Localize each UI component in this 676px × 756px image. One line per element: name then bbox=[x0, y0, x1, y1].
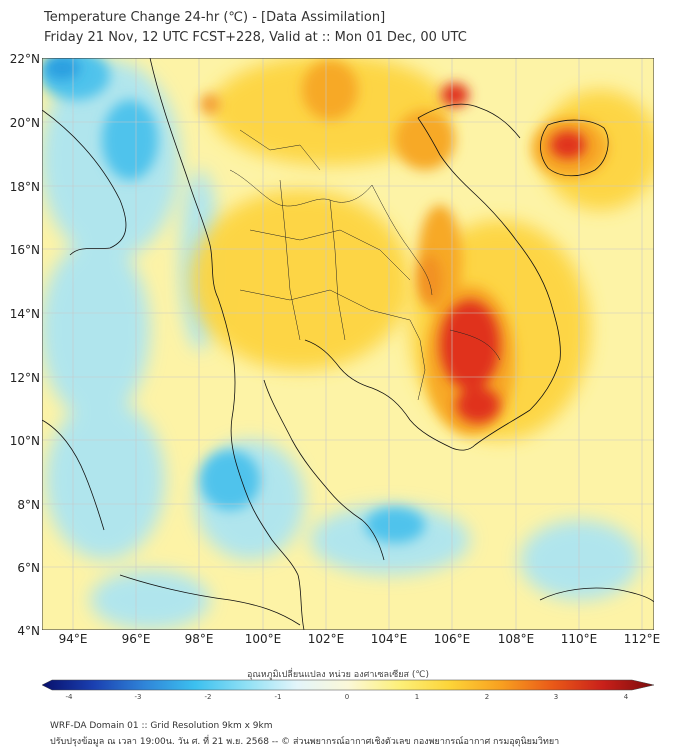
lon-label-94e: 94°E bbox=[48, 632, 98, 646]
footer-model-info: WRF-DA Domain 01 :: Grid Resolution 9km … bbox=[50, 721, 272, 731]
lat-label-16n: 16°N bbox=[6, 243, 40, 257]
colorbar-label: อุณหภูมิเปลี่ยนแปลง หน่วย องศาเซลเซียส (… bbox=[0, 667, 676, 681]
colorbar-tick: -1 bbox=[268, 693, 288, 701]
lat-label-10n: 10°N bbox=[6, 434, 40, 448]
lat-label-20n: 20°N bbox=[6, 116, 40, 130]
lat-label-22n: 22°N bbox=[6, 52, 40, 66]
lon-label-98e: 98°E bbox=[174, 632, 224, 646]
colorbar-tick: 0 bbox=[337, 693, 357, 701]
lon-label-110e: 110°E bbox=[554, 632, 604, 646]
temperature-field bbox=[40, 50, 660, 630]
lat-label-14n: 14°N bbox=[6, 307, 40, 321]
colorbar-tick: 3 bbox=[546, 693, 566, 701]
colorbar-tick: 1 bbox=[407, 693, 427, 701]
colorbar-tick: -4 bbox=[59, 693, 79, 701]
colorbar bbox=[42, 680, 654, 690]
colorbar-tick: -2 bbox=[198, 693, 218, 701]
lat-label-4n: 4°N bbox=[6, 624, 40, 638]
lat-label-12n: 12°N bbox=[6, 371, 40, 385]
colorbar-body bbox=[42, 680, 654, 690]
lon-label-112e: 112°E bbox=[617, 632, 667, 646]
lon-label-106e: 106°E bbox=[427, 632, 477, 646]
lon-label-108e: 108°E bbox=[491, 632, 541, 646]
lon-label-102e: 102°E bbox=[301, 632, 351, 646]
colorbar-tick: -3 bbox=[128, 693, 148, 701]
lat-label-8n: 8°N bbox=[6, 498, 40, 512]
lat-label-18n: 18°N bbox=[6, 180, 40, 194]
lon-label-100e: 100°E bbox=[238, 632, 288, 646]
lon-label-104e: 104°E bbox=[364, 632, 414, 646]
lon-label-96e: 96°E bbox=[111, 632, 161, 646]
colorbar-tick: 2 bbox=[477, 693, 497, 701]
footer-credit: ปรับปรุงข้อมูล ณ เวลา 19:00น. วัน ศ. ที่… bbox=[50, 734, 559, 748]
lat-label-6n: 6°N bbox=[6, 561, 40, 575]
colorbar-tick: 4 bbox=[616, 693, 636, 701]
